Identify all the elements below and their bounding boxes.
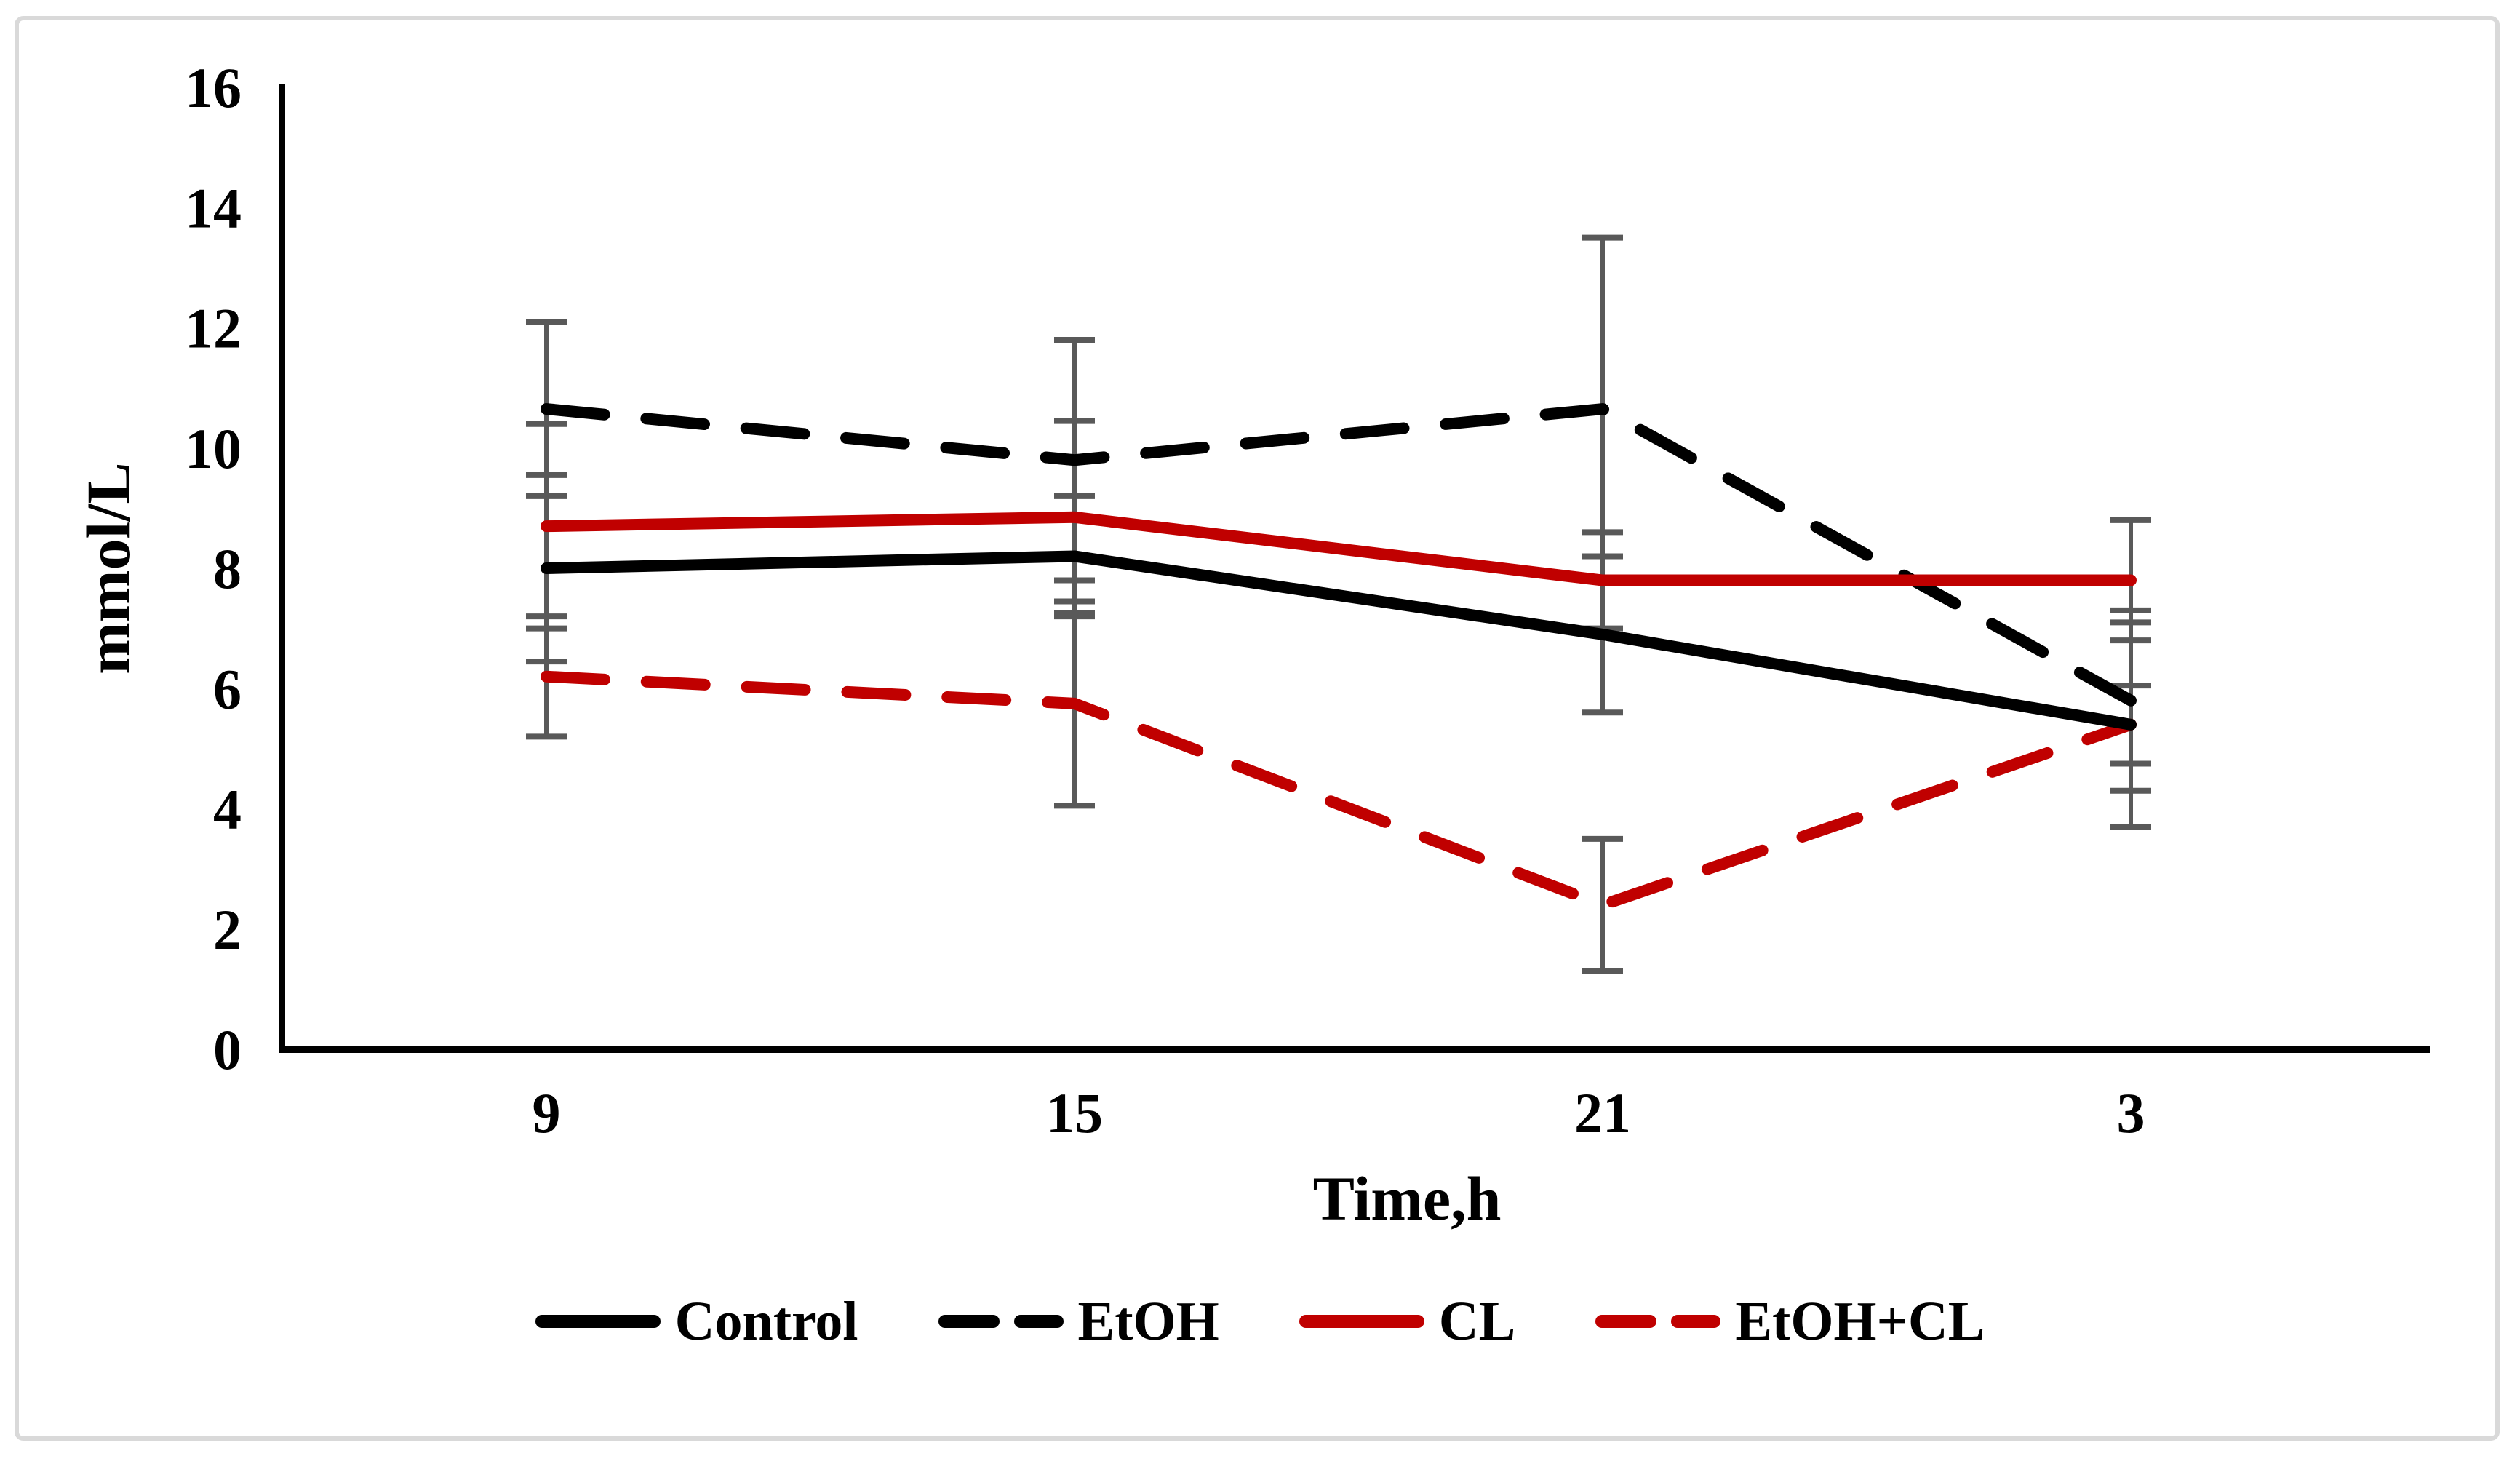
y-tick-label: 10 (185, 417, 242, 480)
legend-swatch-dashed-line (938, 1315, 1064, 1328)
x-category-label: 15 (1046, 1081, 1103, 1145)
series-line-etoh (541, 403, 2137, 707)
y-axis-title: mmol/L (73, 462, 143, 674)
y-tick-label: 4 (213, 778, 242, 841)
chart-legend: Control EtOH CL EtOH+CL (0, 1294, 2520, 1349)
x-category-label: 3 (2117, 1081, 2145, 1145)
series-line-etoh-cl (541, 670, 2137, 911)
x-category-label: 9 (533, 1081, 561, 1145)
legend-label: EtOH+CL (1735, 1291, 1985, 1352)
series-line-cl (541, 511, 2137, 586)
y-tick-label: 6 (213, 657, 242, 720)
legend-item-control: Control (535, 1294, 858, 1349)
x-category-label: 21 (1574, 1081, 1631, 1145)
y-tick-label: 16 (185, 56, 242, 119)
legend-label: CL (1438, 1291, 1516, 1352)
legend-item-cl: CL (1299, 1291, 1516, 1352)
legend-item-etoh: EtOH (938, 1294, 1219, 1349)
y-tick-label: 8 (213, 537, 242, 600)
legend-swatch-solid-line (535, 1315, 661, 1328)
y-tick-label: 2 (213, 898, 242, 961)
legend-label: Control (674, 1291, 858, 1352)
y-tick-label: 0 (213, 1018, 242, 1081)
x-axis-title: Time,h (1313, 1163, 1502, 1233)
series-line-control (541, 550, 2137, 731)
legend-swatch-solid-line (1299, 1315, 1424, 1328)
y-tick-label: 12 (185, 297, 242, 360)
legend-label: EtOH (1077, 1291, 1219, 1352)
y-tick-label: 14 (185, 176, 242, 239)
legend-swatch-dashed-line (1595, 1315, 1721, 1328)
legend-item-etoh-cl: EtOH+CL (1595, 1294, 1985, 1349)
